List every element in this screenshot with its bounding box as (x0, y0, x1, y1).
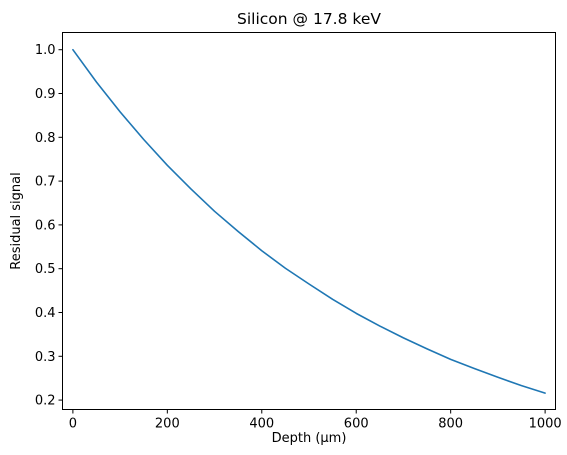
x-tick-label: 800 (438, 417, 463, 432)
y-tick-label: 0.9 (35, 87, 56, 102)
y-tick-label: 1.0 (35, 43, 56, 58)
y-tick-label: 0.3 (35, 350, 56, 365)
chart-title: Silicon @ 17.8 keV (237, 10, 381, 28)
y-tick-label: 0.2 (35, 394, 56, 409)
x-tick-label: 1000 (529, 417, 562, 432)
y-tick-label: 0.5 (35, 262, 56, 277)
y-tick-label: 0.6 (35, 218, 56, 233)
x-tick-label: 400 (249, 417, 274, 432)
series-layer (72, 48, 546, 394)
plot-area (62, 32, 556, 410)
y-axis-ticks: 0.2 0.3 0.4 0.5 0.6 0.7 0.8 0.9 1.0 (35, 43, 63, 409)
x-axis-label: Depth (µm) (272, 431, 347, 446)
y-tick-label: 0.8 (35, 131, 56, 146)
x-tick-label: 600 (344, 417, 369, 432)
y-tick-label: 0.4 (35, 306, 56, 321)
x-tick-label: 0 (69, 417, 77, 432)
y-axis-label: Residual signal (9, 172, 24, 270)
y-tick-label: 0.7 (35, 175, 56, 190)
plot-frame (62, 32, 556, 410)
x-axis-ticks: 0 200 400 600 800 1000 (69, 409, 562, 432)
series-line (72, 48, 546, 394)
x-tick-label: 200 (155, 417, 180, 432)
